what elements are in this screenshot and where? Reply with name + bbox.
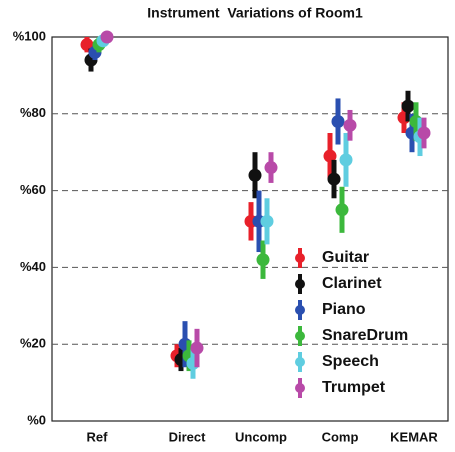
point [417, 126, 431, 140]
legend-label: Piano [322, 301, 366, 318]
legend-label: SnareDrum [322, 327, 408, 344]
point [335, 203, 349, 217]
x-tick-label: Direct [169, 429, 207, 444]
legend-label: Guitar [322, 249, 369, 266]
y-tick-label: %100 [13, 28, 46, 43]
y-tick-label: %0 [27, 412, 46, 427]
legend-label: Speech [322, 353, 379, 370]
point [256, 253, 270, 267]
y-tick-label: %80 [20, 105, 46, 120]
y-tick-label: %60 [20, 182, 46, 197]
y-tick-label: %20 [20, 336, 46, 351]
legend-marker [295, 253, 305, 263]
legend-marker [295, 279, 305, 289]
plot-frame [51, 36, 449, 422]
chart-title: Instrument Variations of Room1 [147, 5, 363, 21]
legend-marker [295, 357, 305, 367]
point [343, 118, 357, 132]
legend-label: Trumpet [322, 379, 386, 396]
point [248, 168, 262, 182]
legend-marker [295, 383, 305, 393]
legend-marker [295, 331, 305, 341]
point [260, 214, 274, 228]
point [264, 161, 278, 175]
point [100, 30, 114, 44]
legend-label: Clarinet [322, 275, 382, 292]
point [339, 153, 353, 167]
point [401, 99, 415, 113]
x-tick-label: Comp [322, 429, 359, 444]
x-tick-label: Ref [87, 429, 109, 444]
x-tick-label: KEMAR [390, 429, 438, 444]
legend-marker [295, 305, 305, 315]
point [327, 172, 341, 186]
point [323, 149, 337, 163]
x-tick-label: Uncomp [235, 429, 287, 444]
point [190, 341, 204, 355]
point [331, 114, 345, 128]
y-tick-label: %40 [20, 259, 46, 274]
